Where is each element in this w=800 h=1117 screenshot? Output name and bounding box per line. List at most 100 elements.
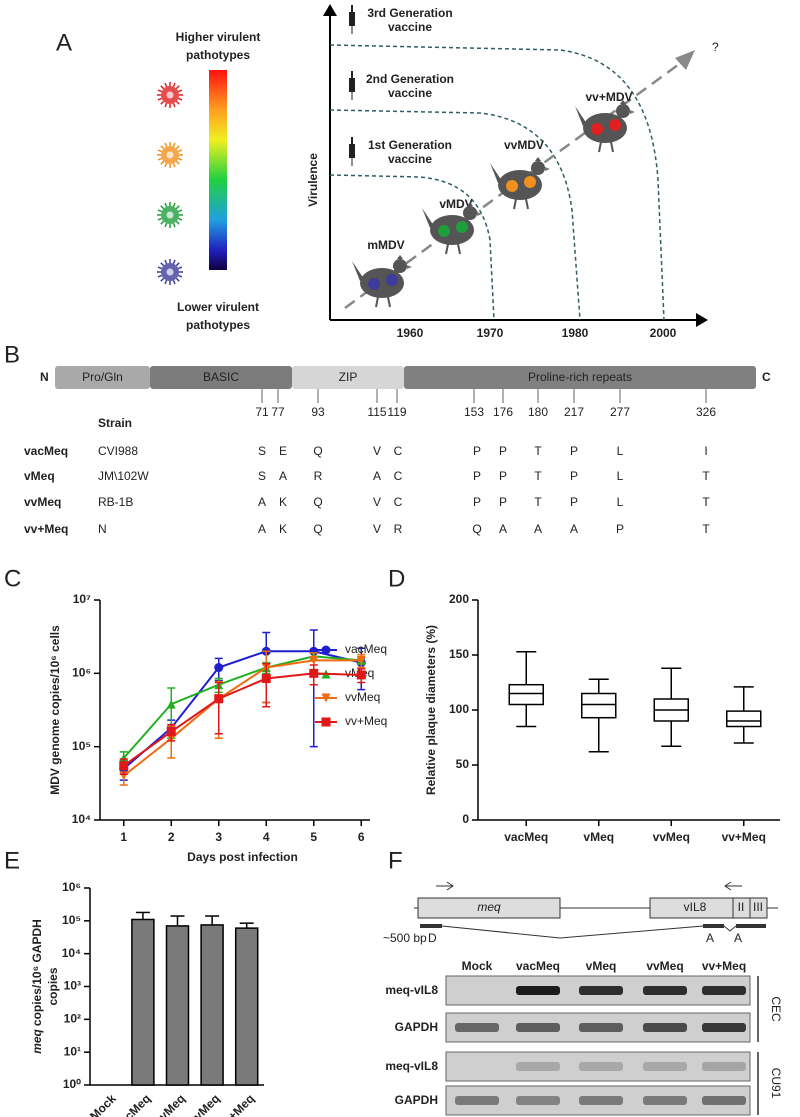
strain-name: RB-1B	[98, 495, 133, 509]
virus-spike	[175, 220, 180, 225]
residue: P	[570, 495, 578, 509]
y-axis-label-part: copies/10⁶ GAPDH	[30, 919, 44, 1026]
virus-spike	[178, 266, 183, 270]
residue: T	[702, 522, 710, 536]
panel-letter: D	[388, 565, 405, 592]
syringe-barrel	[349, 12, 355, 26]
marker	[309, 655, 319, 665]
y-tick-label: 10⁵	[72, 739, 91, 753]
domain	[404, 366, 756, 389]
year-label: 1980	[562, 326, 589, 340]
c-terminus: C	[762, 370, 771, 384]
legend-bottom: Lower virulent	[177, 300, 259, 314]
box	[581, 692, 617, 719]
vaccine-label: vaccine	[388, 20, 432, 34]
virus-core	[166, 91, 174, 99]
infection-spot	[456, 221, 468, 233]
gene-label: vIL8	[684, 900, 707, 914]
year-label: 1970	[477, 326, 504, 340]
virus-spike	[172, 223, 176, 228]
pathotype-label: vvMDV	[504, 138, 544, 152]
arrow-head	[696, 313, 708, 327]
residue: P	[473, 444, 481, 458]
y-axis-label: meq copies/10⁶ GAPDH	[30, 919, 44, 1054]
chicken	[490, 157, 550, 210]
y-axis-label: Relative plaque diameters (%)	[424, 625, 438, 795]
virus-spike	[178, 209, 183, 213]
residue: R	[314, 469, 323, 483]
gel-band	[643, 1096, 687, 1105]
y-tick-label: 0	[462, 812, 469, 826]
virus-spike	[175, 160, 180, 165]
y-tick-label: 10⁶	[72, 666, 91, 680]
y-tick-label: 10⁶	[62, 880, 81, 894]
residue: Q	[313, 444, 322, 458]
virus-core	[166, 268, 174, 276]
virus-spike	[172, 163, 176, 168]
virus-spike	[175, 262, 180, 267]
legend-label: vacMeq	[345, 642, 387, 656]
domain-label: BASIC	[203, 370, 239, 384]
position-label: 217	[564, 405, 584, 419]
strain-name: CVI988	[98, 444, 138, 458]
row-label: GAPDH	[395, 1093, 438, 1107]
panel-letter: F	[388, 847, 403, 874]
position-label: 153	[464, 405, 484, 419]
year-label: 1960	[397, 326, 424, 340]
vaccine-label: 1st Generation	[368, 138, 452, 152]
chicken-body	[498, 170, 542, 200]
chicken-body	[360, 268, 404, 298]
virus-spike	[164, 202, 168, 207]
infection-spot	[609, 119, 621, 131]
chicken-head	[531, 161, 545, 175]
infection-spot	[368, 278, 380, 290]
pathotype-label: vv+MDV	[585, 90, 632, 104]
lane-label: vvMeq	[646, 959, 683, 973]
y-axis-label: MDV genome copies/10⁶ cells	[48, 625, 62, 795]
syringe	[349, 137, 355, 166]
residue: R	[394, 522, 403, 536]
marker	[309, 668, 319, 678]
chicken-legs	[598, 141, 614, 153]
virus-spike	[172, 280, 176, 285]
marker	[321, 717, 331, 727]
legend-top: pathotypes	[186, 48, 250, 62]
position-label: 119	[387, 405, 406, 419]
x-tick-label: vvMeq	[186, 1091, 222, 1117]
bar	[200, 924, 224, 1086]
virus-core	[166, 151, 174, 159]
splice-site: D	[428, 931, 437, 945]
virus-spike	[175, 145, 180, 150]
marker	[321, 645, 331, 655]
residue: A	[258, 522, 266, 536]
strain-header: Strain	[98, 416, 132, 430]
gel-band	[702, 1062, 746, 1071]
infection-spot	[524, 176, 536, 188]
residue: Q	[313, 522, 322, 536]
y-tick-label: 50	[456, 757, 470, 771]
gel-band	[516, 1062, 560, 1071]
virus-spike	[178, 149, 183, 153]
legend-label: vvMeq	[345, 690, 380, 704]
residue: E	[279, 444, 287, 458]
gel-band	[579, 986, 623, 995]
x-tick-label: 3	[215, 830, 222, 844]
chicken-comb	[535, 157, 541, 161]
virus-spike	[172, 103, 176, 108]
residue: P	[499, 495, 507, 509]
cell-label: CU91	[769, 1068, 783, 1099]
legend-label: vv+Meq	[345, 714, 387, 728]
marker	[166, 699, 176, 709]
virus-spike	[172, 202, 176, 207]
gel-band	[516, 986, 560, 995]
splice-line	[723, 925, 737, 932]
virus-spike	[178, 89, 183, 93]
marker	[119, 753, 129, 763]
virus-spike	[164, 103, 168, 108]
residue: V	[373, 495, 381, 509]
y-tick-label: 100	[449, 702, 469, 716]
chicken-beak	[407, 265, 412, 269]
residue: V	[373, 522, 381, 536]
residue: C	[394, 444, 403, 458]
